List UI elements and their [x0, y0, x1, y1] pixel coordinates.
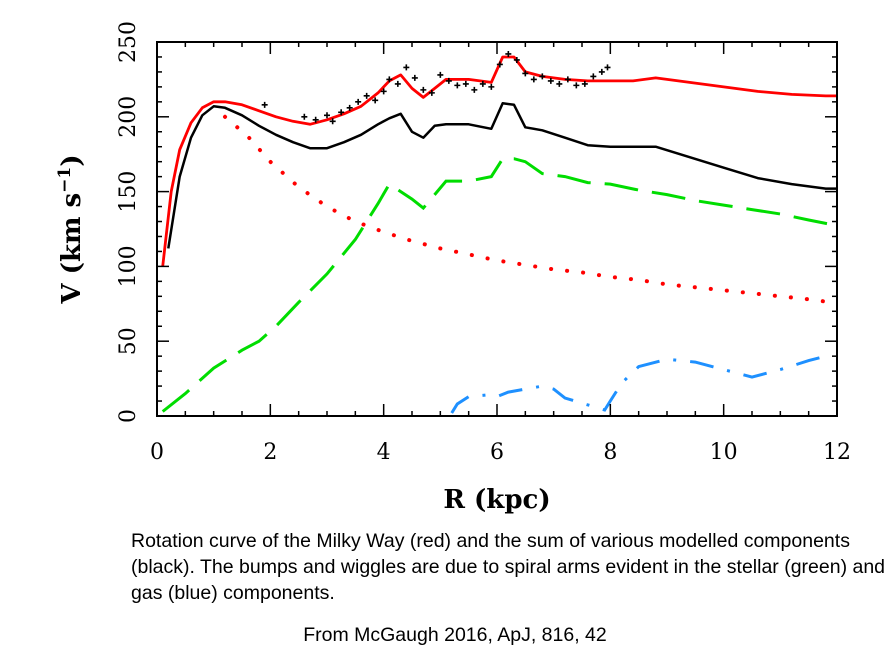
- y-axis-label-suffix: ): [57, 154, 87, 166]
- data-point: [355, 98, 362, 105]
- figure-credit: From McGaugh 2016, ApJ, 816, 42: [303, 624, 607, 646]
- data-point: [454, 82, 461, 89]
- data-point: [590, 73, 597, 80]
- data-point: [380, 88, 387, 95]
- data-point: [411, 74, 418, 81]
- y-tick-label: 150: [116, 171, 141, 213]
- data-point: [346, 104, 353, 111]
- y-axis-label-superscript: −1: [55, 167, 75, 193]
- data-point: [547, 77, 554, 84]
- data-point: [420, 86, 427, 93]
- x-tick-label: 6: [490, 440, 504, 465]
- data-point: [329, 118, 336, 125]
- data-point: [445, 77, 452, 84]
- x-tick-label: 2: [263, 440, 277, 465]
- x-tick-label: 4: [377, 440, 391, 465]
- y-tick-label: 250: [116, 21, 141, 63]
- figure-caption: Rotation curve of the Milky Way (red) an…: [131, 530, 886, 604]
- data-point: [363, 92, 370, 99]
- y-tick-label: 50: [116, 327, 141, 355]
- series-line-observed: [161, 55, 837, 267]
- x-tick-label: 12: [823, 440, 851, 465]
- x-tick-label: 10: [710, 440, 738, 465]
- data-point: [505, 50, 512, 57]
- data-point: [513, 56, 520, 63]
- data-point: [437, 71, 444, 78]
- data-point: [471, 86, 478, 93]
- data-point: [312, 116, 319, 123]
- data-point: [301, 113, 308, 120]
- x-tick-label: 8: [603, 440, 617, 465]
- data-point: [556, 80, 563, 87]
- data-points-layer: [261, 50, 611, 125]
- data-point: [573, 82, 580, 89]
- data-point: [403, 64, 410, 71]
- plot-frame: [156, 41, 838, 417]
- series-layer: [161, 55, 837, 414]
- data-point: [338, 109, 345, 116]
- ticks-layer: 0 2 4 6 8 10 12 0 50 100 150 200 250: [116, 21, 851, 465]
- data-point: [462, 80, 469, 87]
- data-point: [479, 80, 486, 87]
- data-point: [604, 64, 611, 71]
- y-axis-label-main: V (km s: [57, 193, 87, 305]
- data-point: [488, 83, 495, 90]
- data-point: [394, 80, 401, 87]
- data-point: [386, 76, 393, 83]
- series-line-total-model: [167, 102, 837, 249]
- x-axis-label: R (kpc): [443, 485, 550, 515]
- series-line-gas: [450, 354, 827, 414]
- data-point: [539, 73, 546, 80]
- x-tick-label: 0: [150, 440, 164, 465]
- data-point: [581, 80, 588, 87]
- y-tick-label: 100: [116, 245, 141, 287]
- y-axis-label: V (km s−1): [55, 154, 87, 304]
- y-tick-label: 0: [116, 409, 141, 423]
- data-point: [261, 101, 268, 108]
- data-point: [372, 97, 379, 104]
- data-point: [522, 70, 529, 77]
- data-point: [428, 89, 435, 96]
- data-point: [530, 76, 537, 83]
- data-point: [496, 61, 503, 68]
- data-point: [324, 112, 330, 119]
- rotation-curve-chart: 0 2 4 6 8 10 12 0 50 100 150 200 250 R (kpc) V (km s…: [55, 21, 851, 515]
- data-point: [564, 76, 571, 83]
- data-point: [598, 68, 605, 75]
- y-tick-label: 200: [116, 96, 141, 138]
- series-line-stellar-bulge: [223, 114, 834, 305]
- series-line-stellar-disk: [161, 157, 832, 413]
